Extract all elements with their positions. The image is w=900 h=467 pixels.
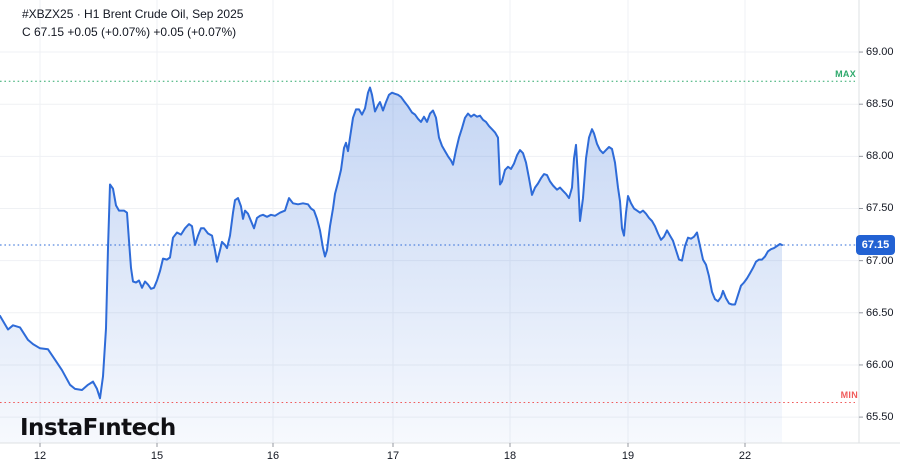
time-axis-label: 18 [503,450,517,462]
min-line-label: MIN [840,390,858,401]
symbol-title: #XBZX25 · H1 Brent Crude Oil, Sep 2025 [22,7,244,21]
price-axis-label: 66.00 [866,358,894,371]
price-axis-label: 68.50 [866,98,894,111]
price-axis-label: 68.00 [866,150,894,163]
price-axis-label: 67.00 [866,254,894,267]
last-price-badge: 67.15 [856,235,895,255]
price-axis-label: 69.00 [866,46,894,59]
area-fill [0,87,782,443]
time-axis-label: 19 [621,450,635,462]
max-line-label: MAX [835,69,856,80]
price-axis-label: 65.50 [866,411,894,424]
quote-change-line: C 67.15 +0.05 (+0.07%) +0.05 (+0.07%) [22,25,237,39]
time-axis-label: 16 [266,450,280,462]
time-axis-label: 17 [386,450,400,462]
instafintech-logo[interactable]: InstaFıntech [20,415,176,441]
price-line-series [0,86,783,400]
price-axis-label: 66.50 [866,306,894,319]
time-axis-label: 15 [150,450,164,462]
time-axis-label: 12 [33,450,47,462]
price-axis-label: 67.50 [866,202,894,215]
time-axis-label: 22 [738,450,752,462]
